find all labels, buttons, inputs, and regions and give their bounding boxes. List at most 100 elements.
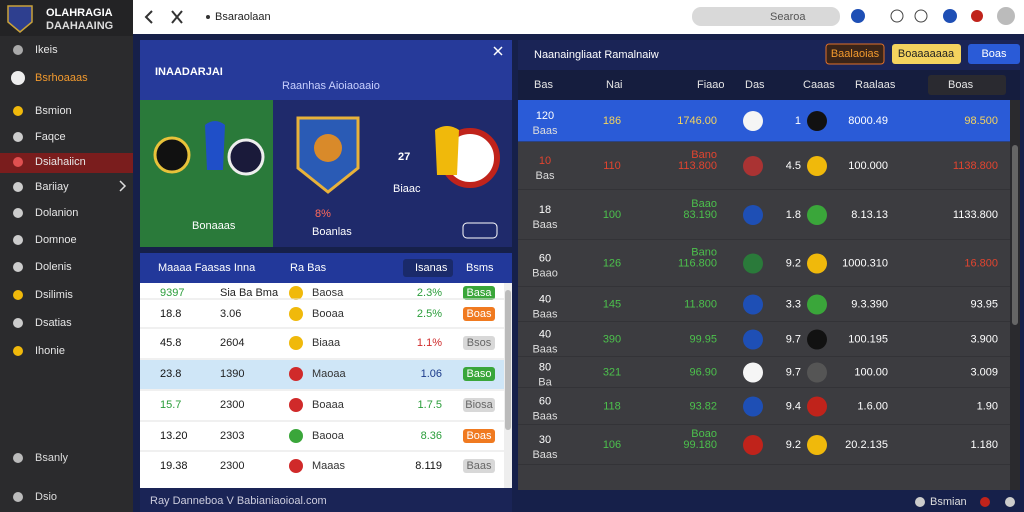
bet-button-label[interactable]: Biosa	[465, 399, 493, 411]
team-icon	[807, 253, 827, 274]
boas: 16.800	[964, 257, 998, 269]
ranking-row[interactable]	[518, 425, 1010, 465]
bet-button-label[interactable]: Basa	[466, 287, 492, 299]
menu-item[interactable]: Dsio	[35, 491, 57, 503]
bet-button-label[interactable]: Boas	[466, 308, 492, 320]
hero-score: 27	[398, 151, 410, 163]
hero-subtitle: Raanhas Aioiaoaaio	[282, 80, 380, 92]
column-header: Caaas	[803, 79, 835, 91]
icon[interactable]	[890, 9, 904, 23]
ranking-row[interactable]	[518, 322, 1010, 357]
bet-button-label[interactable]: Baso	[466, 368, 491, 380]
scroll-thumb	[1012, 145, 1018, 325]
ranking-row[interactable]	[518, 100, 1010, 142]
bet-button[interactable]	[463, 429, 495, 443]
toggle[interactable]	[462, 222, 498, 239]
filter-button[interactable]	[968, 44, 1020, 64]
menu-icon	[13, 132, 23, 142]
chevron	[119, 180, 127, 192]
ranking-row[interactable]	[518, 190, 1010, 240]
ranking-row[interactable]	[518, 388, 1010, 425]
nai: 100	[603, 209, 621, 221]
team-icon	[807, 156, 827, 176]
ranking-row[interactable]	[518, 142, 1010, 190]
menu-item[interactable]: Dolenis	[35, 261, 72, 273]
column-header: Isanas	[415, 262, 448, 274]
filter-button[interactable]	[892, 44, 961, 64]
raalaas: 1.6.00	[857, 400, 888, 412]
icon[interactable]	[943, 9, 957, 23]
odds-price: 2300	[220, 399, 244, 411]
column-header: Raalaas	[855, 79, 896, 91]
sidebar	[0, 0, 133, 512]
bet-button[interactable]	[463, 286, 495, 300]
filter-button-label[interactable]: Boaaaaaaa	[898, 48, 955, 60]
column-header: Fiaao	[697, 79, 725, 91]
filter-button[interactable]	[825, 43, 885, 65]
bet-button[interactable]	[463, 367, 495, 381]
ranking-row[interactable]	[518, 240, 1010, 287]
menu-item[interactable]: Ikeis	[35, 44, 58, 56]
team-name: Booaa	[312, 308, 345, 320]
menu-item[interactable]: Dsilimis	[35, 289, 73, 301]
nai: 145	[603, 298, 621, 310]
odds-change: 2.5%	[417, 308, 442, 320]
fiaao: 113.800	[678, 160, 717, 172]
menu-item[interactable]: Ihonie	[35, 345, 65, 357]
rank: 120	[536, 110, 554, 122]
team-name: Baooa	[312, 430, 345, 442]
odds-value: 19.38	[160, 460, 188, 472]
icon[interactable]	[914, 9, 928, 23]
menu-item[interactable]: Bsmion	[35, 105, 72, 117]
back-button[interactable]	[144, 10, 153, 24]
footer-text: Bsmian	[930, 496, 967, 508]
icon[interactable]	[971, 10, 983, 22]
bet-button-label[interactable]: Baas	[466, 460, 492, 472]
menu-item[interactable]: Faqce	[35, 131, 66, 143]
fiaao: 1746.00	[677, 115, 717, 127]
menu-item[interactable]: Bariiay	[35, 181, 69, 193]
search-box[interactable]	[692, 7, 840, 26]
ranking-row[interactable]	[518, 357, 1010, 388]
team-icon	[807, 362, 827, 383]
page-title: Bsaraolaan	[215, 11, 271, 23]
boas: 1138.800	[953, 160, 998, 172]
menu-item[interactable]: Bsrhoaaas	[35, 72, 88, 84]
team-name: Maoaa	[312, 368, 347, 380]
menu-item[interactable]: Dolanion	[35, 207, 78, 219]
bet-button[interactable]	[463, 398, 495, 412]
top-bar	[133, 0, 1024, 34]
team-icon	[289, 286, 303, 300]
odds-change: 1.06	[421, 368, 442, 380]
team-icon	[289, 459, 303, 473]
bet-button-label[interactable]: Bsos	[467, 337, 492, 349]
menu-icon	[13, 106, 23, 116]
fiaao: 93.82	[689, 400, 717, 412]
bet-button[interactable]	[463, 307, 495, 321]
menu-item[interactable]: Bsanly	[35, 452, 69, 464]
bet-button[interactable]	[463, 336, 495, 350]
close-button[interactable]	[171, 10, 183, 24]
hero-header	[140, 40, 512, 100]
hero-close[interactable]	[493, 46, 503, 56]
menu-item[interactable]: Dsatias	[35, 317, 72, 329]
menu-item[interactable]: Domnoe	[35, 234, 77, 246]
avatar[interactable]	[997, 7, 1015, 25]
hero-caption: Boanlas	[312, 226, 352, 238]
odds-value: 13.20	[160, 430, 188, 442]
nai: 106	[603, 439, 621, 451]
nai: 390	[603, 333, 621, 345]
filter-button-label[interactable]: Baalaoias	[831, 48, 880, 60]
icon	[1005, 497, 1015, 507]
bet-button[interactable]	[463, 459, 495, 473]
ranking-row[interactable]	[518, 287, 1010, 322]
menu-item[interactable]: Dsiahaiicn	[35, 156, 86, 168]
bet-button-label[interactable]: Boas	[466, 430, 492, 442]
odds-change: 1.7.5	[418, 399, 442, 411]
fiaao: 116.800	[678, 257, 717, 269]
team-icon	[289, 367, 303, 381]
filter-button-label[interactable]: Boas	[981, 48, 1007, 60]
odds-price: Sia Ba Bma	[220, 287, 279, 299]
das-number: 9.2	[786, 257, 801, 269]
icon[interactable]	[851, 9, 865, 23]
